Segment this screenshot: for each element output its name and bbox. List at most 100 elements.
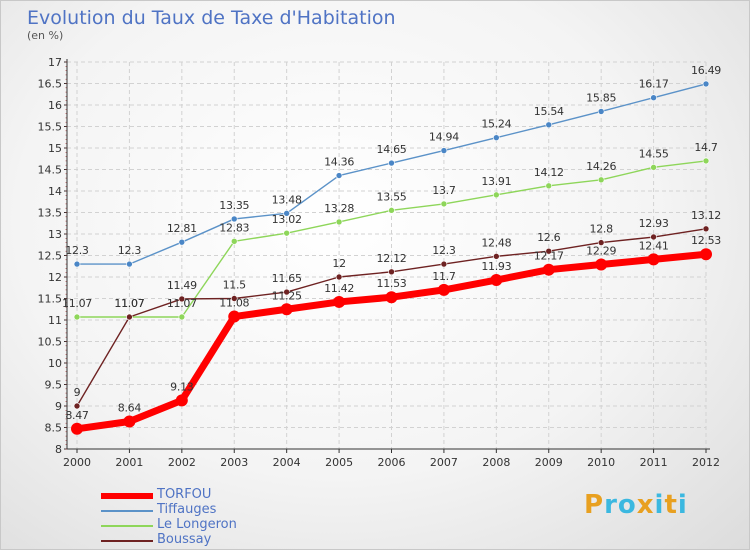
data-label-le-longeron: 11.07: [167, 297, 197, 310]
data-point-le-longeron: [650, 164, 657, 171]
data-label-boussay: 12.93: [639, 217, 669, 230]
data-point-boussay: [178, 295, 186, 303]
data-point-torfou: [228, 310, 241, 323]
data-label-torfou: 12.53: [691, 234, 721, 247]
y-tick-label: 16.5: [38, 78, 63, 91]
data-point-torfou: [595, 258, 608, 271]
x-tick-label: 2002: [168, 456, 196, 469]
data-label-boussay: 12.8: [590, 223, 614, 236]
data-point-le-longeron: [178, 313, 186, 321]
data-label-torfou: 12.17: [534, 250, 564, 263]
data-point-le-longeron: [702, 157, 710, 165]
data-label-tiffauges: 16.17: [639, 78, 669, 91]
logo-letter: P: [584, 490, 605, 520]
x-tick-label: 2001: [115, 456, 143, 469]
legend-swatch-le-longeron: [101, 525, 153, 527]
data-label-torfou: 11.25: [272, 289, 302, 302]
data-label-le-longeron: 11.07: [62, 297, 92, 310]
data-point-tiffauges: [230, 215, 238, 223]
data-label-torfou: 11.7: [432, 270, 456, 283]
y-tick-label: 9: [55, 400, 62, 413]
data-point-tiffauges: [178, 238, 186, 246]
data-label-tiffauges: 13.35: [219, 199, 249, 212]
data-label-boussay: 12.3: [432, 244, 456, 257]
y-tick-label: 8.5: [45, 422, 63, 435]
x-tick-label: 2004: [273, 456, 301, 469]
data-label-tiffauges: 13.48: [272, 193, 302, 206]
data-label-torfou: 12.29: [586, 245, 616, 258]
data-point-tiffauges: [650, 94, 657, 101]
data-label-boussay: 12.6: [537, 231, 561, 244]
x-tick-label: 2006: [378, 456, 406, 469]
data-point-le-longeron: [440, 200, 448, 208]
y-tick-label: 14.5: [38, 164, 63, 177]
data-point-boussay: [230, 295, 238, 302]
data-point-boussay: [388, 268, 395, 276]
data-label-tiffauges: 14.94: [429, 131, 459, 144]
x-tick-label: 2011: [640, 456, 668, 469]
data-label-boussay: 13.12: [691, 209, 721, 222]
data-point-le-longeron: [545, 182, 553, 190]
data-label-boussay: 11.07: [114, 297, 144, 310]
data-point-torfou: [437, 283, 450, 296]
data-label-le-longeron: 11.07: [114, 297, 144, 310]
data-label-tiffauges: 14.65: [377, 143, 407, 156]
data-point-boussay: [283, 288, 290, 296]
data-point-torfou: [542, 263, 555, 276]
data-label-tiffauges: 15.85: [586, 91, 616, 104]
data-point-le-longeron: [493, 191, 500, 199]
data-label-tiffauges: 12.81: [167, 222, 197, 235]
data-point-le-longeron: [230, 238, 238, 245]
legend-swatch-torfou: [101, 493, 153, 499]
data-label-torfou: 8.47: [65, 409, 89, 422]
x-tick-label: 2007: [430, 456, 458, 469]
data-label-torfou: 9.13: [170, 380, 194, 393]
data-point-tiffauges: [702, 80, 710, 88]
y-tick-label: 13.5: [38, 207, 63, 220]
data-point-torfou: [71, 422, 83, 435]
data-label-le-longeron: 14.7: [694, 141, 718, 154]
data-point-boussay: [73, 402, 81, 410]
proxiti-logo: Proxiti: [584, 490, 688, 520]
data-point-boussay: [126, 313, 133, 321]
data-point-torfou: [175, 394, 188, 407]
data-point-boussay: [702, 225, 710, 233]
data-point-boussay: [335, 273, 343, 281]
x-tick-label: 2010: [587, 456, 615, 469]
data-point-boussay: [440, 260, 448, 268]
y-tick-label: 13: [48, 228, 62, 241]
data-point-boussay: [597, 239, 605, 246]
legend-label-torfou: TORFOU: [157, 487, 212, 502]
data-point-tiffauges: [597, 108, 605, 115]
y-tick-label: 8: [55, 443, 62, 456]
y-tick-label: 10: [48, 357, 62, 370]
data-point-tiffauges: [335, 172, 343, 179]
data-label-le-longeron: 13.28: [324, 202, 354, 215]
data-label-le-longeron: 14.12: [534, 166, 564, 179]
data-label-le-longeron: 14.55: [639, 147, 669, 160]
data-point-tiffauges: [126, 260, 133, 268]
y-tick-label: 9.5: [45, 379, 63, 392]
x-tick-label: 2003: [220, 456, 248, 469]
data-label-boussay: 12.48: [481, 236, 511, 249]
data-point-torfou: [333, 295, 346, 308]
data-label-boussay: 11.49: [167, 279, 197, 292]
data-point-torfou: [490, 274, 503, 287]
data-point-tiffauges: [493, 134, 500, 141]
legend-item-tiffauges: Tiffauges: [101, 502, 301, 518]
data-point-tiffauges: [283, 210, 290, 217]
legend-label-tiffauges: Tiffauges: [157, 502, 217, 517]
data-label-le-longeron: 12.83: [219, 221, 249, 234]
data-point-boussay: [493, 253, 500, 260]
data-point-torfou: [123, 415, 136, 428]
data-point-boussay: [650, 233, 657, 241]
chart-title: Evolution du Taux de Taxe d'Habitation: [27, 7, 396, 29]
legend-label-le-longeron: Le Longeron: [157, 517, 237, 532]
y-tick-label: 15: [48, 142, 62, 155]
data-label-boussay: 11.65: [272, 272, 302, 285]
data-label-boussay: 9: [74, 386, 81, 399]
x-tick-label: 2005: [325, 456, 353, 469]
y-tick-label: 17: [48, 56, 62, 69]
data-label-torfou: 11.93: [481, 260, 511, 273]
